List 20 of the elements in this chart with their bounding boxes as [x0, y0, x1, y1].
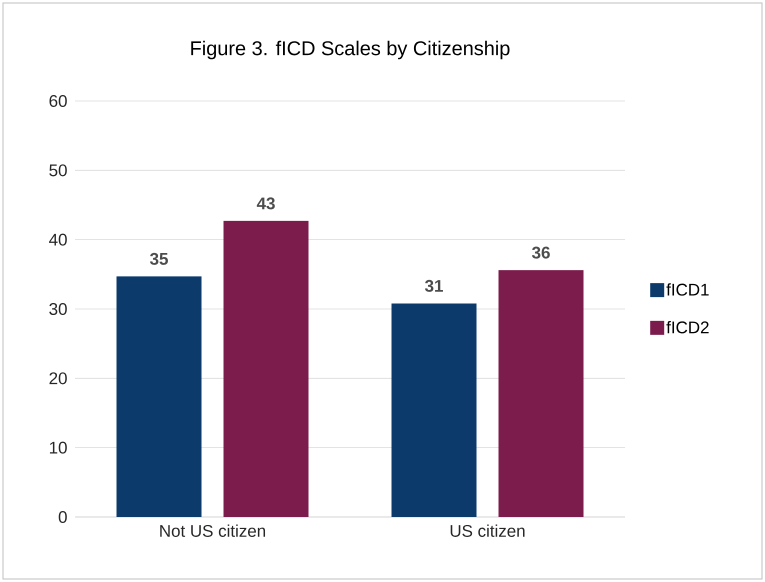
legend-label: fICD2: [666, 320, 709, 334]
legend-label: fICD1: [666, 283, 709, 296]
x-tick-label: Not US citizen: [160, 524, 266, 537]
x-tick-label: US citizen: [450, 524, 524, 537]
data-label: 35: [150, 252, 168, 265]
y-tick-label: 40: [49, 234, 67, 246]
chart-title: Figure 3. fICD Scales by Citizenship: [191, 40, 510, 60]
y-tick-label: 0: [58, 510, 67, 523]
bar: [116, 276, 202, 517]
y-tick-label: 30: [49, 302, 67, 315]
data-label: 31: [424, 280, 443, 292]
y-tick-label: 10: [50, 442, 67, 454]
y-tick-label: 50: [49, 164, 67, 176]
y-tick-label: 60: [50, 94, 67, 107]
bar: [392, 303, 477, 517]
bar: [498, 270, 584, 517]
bar: [224, 220, 309, 517]
y-tick-label: 20: [50, 372, 67, 384]
data-label: 36: [532, 246, 550, 259]
data-label: 43: [256, 197, 275, 210]
